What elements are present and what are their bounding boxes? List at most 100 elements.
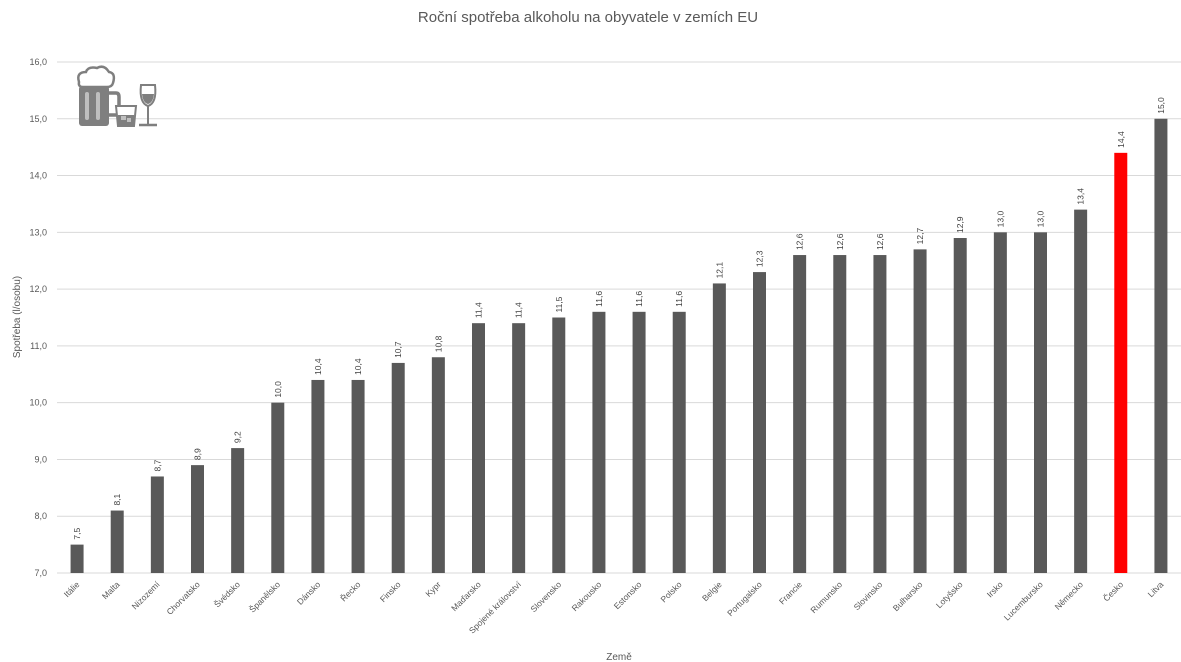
y-tick-label: 16,0	[29, 57, 47, 67]
x-tick-label: Portugalsko	[725, 579, 764, 618]
y-tick-labels: 7,0 8,0 9,0 10,0 11,0 12,0 13,0 14,0 15,0 16,0	[29, 57, 47, 578]
data-label: 12,3	[755, 250, 765, 267]
gridlines	[57, 61, 1181, 574]
x-tick-label: Chorvatsko	[164, 579, 202, 617]
x-tick-label: Slovensko	[528, 579, 563, 614]
y-tick-label: 14,0	[29, 171, 47, 181]
x-tick-label: Lucembursko	[1002, 579, 1045, 622]
y-tick-label: 15,0	[29, 114, 47, 124]
x-tick-label: Slovinsko	[852, 579, 885, 612]
y-tick-label: 10,0	[29, 398, 47, 408]
y-tick-label: 7,0	[34, 568, 47, 578]
y-tick-label: 13,0	[29, 227, 47, 237]
x-tick-label: Kypr	[423, 579, 443, 599]
bar	[873, 255, 887, 574]
data-label: 7,5	[72, 528, 82, 540]
x-tick-label: Polsko	[659, 579, 684, 604]
bar	[712, 283, 726, 573]
data-label: 8,1	[112, 493, 122, 505]
y-tick-label: 11,0	[30, 341, 47, 351]
y-tick-label: 9,0	[34, 454, 47, 464]
bar	[1074, 209, 1088, 573]
x-tick-label: Dánsko	[295, 579, 323, 607]
bars	[70, 118, 1168, 574]
x-tick-label: Rakousko	[570, 579, 604, 613]
data-label: 8,9	[193, 448, 203, 460]
bar	[993, 232, 1007, 574]
x-tick-label: Španělsko	[247, 579, 282, 614]
data-label: 11,4	[474, 302, 484, 318]
x-tick-label: Švédsko	[212, 579, 242, 609]
x-axis-title: Země	[606, 652, 632, 662]
data-label: 11,5	[554, 296, 564, 312]
bar	[793, 255, 807, 574]
bar	[1154, 118, 1168, 574]
bar	[150, 476, 164, 573]
x-tick-label: Estonsko	[612, 579, 644, 611]
data-label: 13,0	[1036, 211, 1046, 228]
data-label: 10,8	[433, 335, 443, 352]
bar	[672, 311, 686, 573]
data-label: 12,1	[714, 262, 724, 279]
y-axis-title: Spotřeba (l/osobu)	[12, 276, 23, 358]
data-label: 11,6	[674, 291, 684, 307]
data-label: 14,4	[1116, 131, 1126, 148]
bar	[592, 311, 606, 573]
data-label: 12,9	[955, 216, 965, 233]
data-label: 13,4	[1076, 188, 1086, 205]
bar	[391, 362, 405, 573]
bar	[552, 317, 566, 573]
data-label: 11,6	[634, 291, 644, 307]
data-label: 11,6	[594, 291, 604, 307]
data-label: 10,7	[393, 341, 403, 358]
bar	[753, 272, 766, 573]
data-label: 11,4	[514, 302, 524, 318]
data-label: 12,6	[875, 233, 885, 250]
y-tick-label: 8,0	[34, 511, 47, 521]
bar	[431, 357, 445, 573]
data-labels: 7,5 8,1 8,7 8,9 9,2 10,0 10,4 10,4 10,7 10,8 11,4 1…	[72, 97, 1166, 540]
bar	[351, 379, 365, 573]
x-tick-label: Litva	[1146, 579, 1166, 599]
data-label: 12,6	[795, 233, 805, 250]
x-tick-label: Nizozemí	[130, 579, 163, 612]
bar	[953, 238, 967, 573]
bar	[632, 311, 646, 573]
bar	[110, 510, 124, 573]
chart-title: Roční spotřeba alkoholu na obyvatele v z…	[418, 9, 758, 26]
bar	[231, 448, 245, 573]
x-tick-label: Německo	[1053, 579, 1086, 612]
x-tick-label: Bulharsko	[891, 579, 925, 613]
bar	[512, 323, 526, 573]
bar	[1034, 232, 1047, 574]
data-label: 9,2	[233, 431, 243, 443]
data-label: 10,4	[313, 358, 323, 375]
data-label: 12,7	[915, 228, 925, 245]
x-tick-label: Rumunsko	[808, 579, 844, 615]
x-tick-label: Lotyšsko	[934, 579, 965, 610]
data-label: 15,0	[1156, 97, 1166, 114]
beer-mug-icon	[77, 65, 121, 126]
bar	[271, 402, 285, 573]
x-tick-label: Česko	[1101, 579, 1125, 603]
bar	[472, 323, 485, 573]
x-tick-label: Malta	[100, 579, 122, 601]
x-tick-labels: Itálie Malta Nizozemí Chorvatsko Švédsko Špan…	[62, 579, 1166, 636]
data-label: 12,6	[835, 233, 845, 250]
x-tick-label: Finsko	[378, 579, 403, 604]
y-tick-label: 12,0	[29, 284, 47, 294]
bar	[833, 255, 847, 574]
wine-glass-icon	[139, 84, 157, 127]
x-tick-label: Maďarsko	[449, 579, 483, 613]
x-tick-label: Francie	[777, 579, 804, 606]
x-tick-label: Irsko	[985, 579, 1005, 599]
x-tick-label: Itálie	[62, 579, 82, 599]
whiskey-glass-icon	[114, 105, 138, 127]
data-label: 10,0	[273, 381, 283, 398]
data-label: 8,7	[152, 459, 162, 471]
x-tick-label: Řecko	[338, 579, 362, 603]
bar	[191, 465, 204, 573]
bar	[913, 249, 927, 573]
data-label: 10,4	[353, 358, 363, 375]
